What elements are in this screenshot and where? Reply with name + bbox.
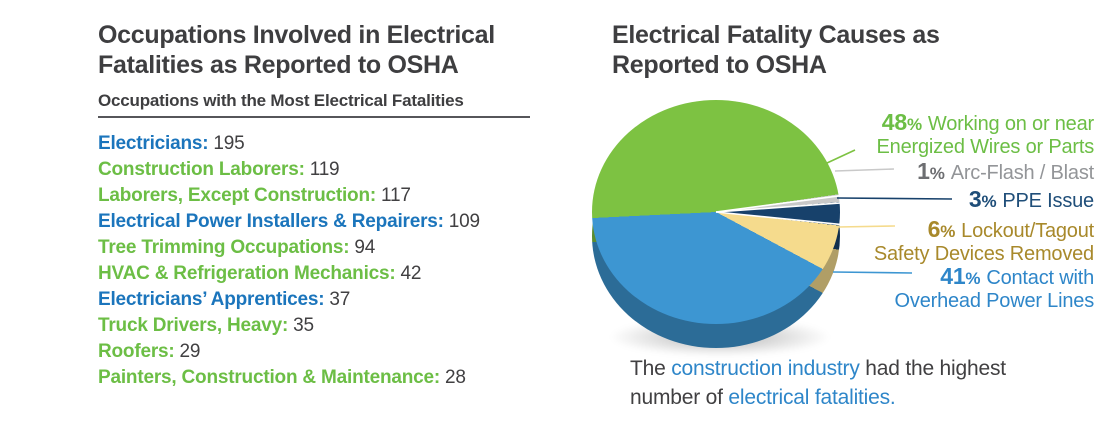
occupation-label: Laborers, Except Construction: [98, 185, 376, 206]
slice-label: Contact with Overhead Power Lines [894, 267, 1095, 312]
percent-sign [981, 192, 996, 211]
leader-lines [715, 149, 953, 274]
occupation-label: Construction Laborers: [98, 159, 305, 180]
pie-label-overhead-lines: 41Contact with Overhead Power Lines [894, 263, 1095, 313]
slice-label: PPE Issue [1002, 190, 1094, 212]
slice-separator [715, 202, 841, 213]
occupation-row: Tree Trimming Occupations: 94 [98, 235, 543, 261]
pie-chart: 48Working on or near Energized Wires or … [592, 95, 1098, 359]
occupation-row: Electricians’ Apprentices: 37 [98, 287, 543, 313]
pie-label-ppe-issue: 3PPE Issue [969, 188, 1094, 213]
occupation-label: Electrical Power Installers & Repairers: [98, 211, 444, 232]
slice-percent: 48 [882, 109, 922, 135]
percent-sign [930, 164, 945, 183]
occupation-label: Roofers: [98, 341, 175, 362]
occupation-value: 28 [445, 367, 466, 388]
occupations-subtitle: Occupations with the Most Electrical Fat… [98, 91, 530, 118]
occupation-label: HVAC & Refrigeration Mechanics: [98, 263, 396, 284]
occupation-label: Electricians: [98, 133, 209, 154]
occupation-row: Construction Laborers: 119 [98, 157, 543, 183]
occupation-label: Tree Trimming Occupations: [98, 237, 350, 258]
occupation-value: 42 [400, 263, 422, 284]
caption-highlight: construction industry [671, 357, 860, 380]
occupation-value: 119 [309, 159, 340, 180]
percent-sign [907, 115, 922, 134]
causes-title: Electrical Fatality Causes as Reported t… [612, 21, 940, 79]
occupation-row: Truck Drivers, Heavy: 35 [98, 313, 543, 339]
pie-label-energized-wires: 48Working on or near Energized Wires or … [876, 109, 1095, 159]
occupation-value: 37 [329, 289, 351, 310]
percent-sign [940, 222, 955, 241]
occupation-value: 29 [179, 341, 201, 362]
occupation-value: 94 [354, 237, 376, 258]
caption-text: had the highest number of [630, 357, 1006, 409]
leader-line-arc-flash [834, 168, 895, 172]
percent-sign [965, 269, 980, 288]
leader-line-ppe-issue [836, 197, 953, 200]
slice-percent: 1 [917, 158, 945, 184]
occupation-value: 117 [381, 185, 411, 206]
slice-percent: 41 [940, 263, 980, 289]
occupations-panel: Occupations Involved in Electrical Fatal… [98, 20, 543, 391]
occupations-list: Electricians: 195 Construction Laborers: 1… [98, 131, 543, 391]
occupation-row: Electricians: 195 [98, 131, 543, 157]
occupation-row: Electrical Power Installers & Repairers:… [98, 209, 543, 235]
occupation-row: Painters, Construction & Maintenance: 28 [98, 365, 543, 391]
slice-percent: 3 [969, 186, 997, 212]
pie-label-arc-flash: 1Arc-Flash / Blast [917, 160, 1094, 185]
occupation-value: 35 [293, 315, 314, 336]
occupation-value: 109 [448, 211, 480, 232]
slice-label: Working on or near Energized Wires or Pa… [876, 113, 1095, 158]
leader-line-lockout-tagout [837, 225, 896, 228]
occupation-label: Electricians’ Apprentices: [98, 289, 325, 310]
occupation-row: HVAC & Refrigeration Mechanics: 42 [98, 261, 543, 287]
occupation-label: Truck Drivers, Heavy: [98, 315, 289, 336]
slice-label: Arc-Flash / Blast [950, 162, 1095, 184]
slice-percent: 6 [928, 216, 956, 242]
occupation-label: Painters, Construction & Maintenance: [98, 367, 441, 388]
slice-separator [715, 195, 840, 213]
slice-label: Lockout/Tagout Safety Devices Removed [873, 220, 1094, 265]
caption-highlight: electrical fatalities. [728, 386, 896, 409]
leader-line-energized-wires [826, 149, 856, 164]
occupation-row: Roofers: 29 [98, 339, 543, 365]
occupations-title: Occupations Involved in Electrical Fatal… [98, 21, 495, 79]
leader-line-overhead-lines [832, 271, 913, 274]
slice-separator [715, 211, 841, 226]
occupation-value: 195 [213, 133, 245, 154]
caption-text: The [630, 357, 672, 380]
construction-caption: The construction industry had the highes… [630, 354, 1006, 412]
occupation-row: Laborers, Except Construction: 117 [98, 183, 543, 209]
pie-label-lockout-tagout: 6Lockout/Tagout Safety Devices Removed [873, 216, 1094, 266]
